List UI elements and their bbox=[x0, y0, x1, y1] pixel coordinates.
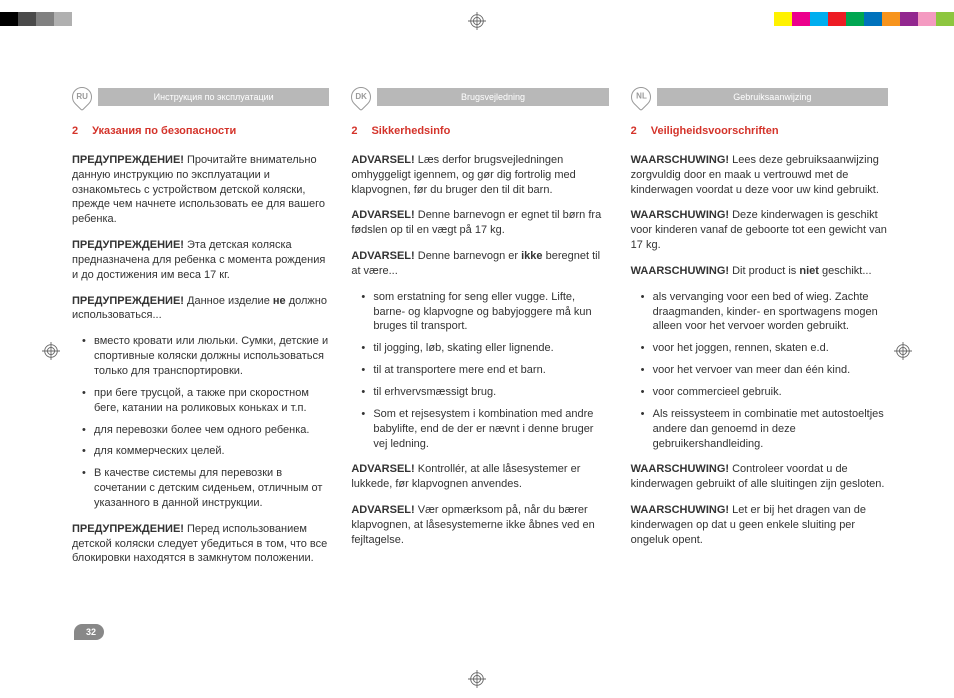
header-title: Gebruiksaanwijzing bbox=[657, 88, 888, 106]
lang-badge: RU bbox=[68, 83, 96, 111]
list-item: til at transportere mere end et barn. bbox=[361, 363, 608, 378]
paragraph: ПРЕДУПРЕЖДЕНИЕ! Данное изделие не должно… bbox=[72, 294, 329, 324]
registration-mark-icon bbox=[468, 670, 486, 688]
paragraph: ПРЕДУПРЕЖДЕНИЕ! Прочитайте внимательно д… bbox=[72, 153, 329, 227]
list-item: при беге трусцой, а также при скоростном… bbox=[82, 386, 329, 416]
header-bar: NLGebruiksaanwijzing bbox=[631, 88, 888, 106]
header-bar: RUИнструкция по эксплуатации bbox=[72, 88, 329, 106]
list-item: voor het joggen, rennen, skaten e.d. bbox=[641, 341, 888, 356]
bullet-list: als vervanging voor een bed of wieg. Zac… bbox=[641, 290, 888, 452]
registration-mark-icon bbox=[468, 12, 486, 30]
header-title: Brugsvejledning bbox=[377, 88, 608, 106]
list-item: для перевозки более чем одного ребенка. bbox=[82, 423, 329, 438]
list-item: som erstatning for seng eller vugge. Lif… bbox=[361, 290, 608, 335]
page-number: 32 bbox=[74, 624, 104, 640]
header-title: Инструкция по эксплуатации bbox=[98, 88, 329, 106]
color-bar-right bbox=[774, 12, 954, 26]
bullet-list: som erstatning for seng eller vugge. Lif… bbox=[361, 290, 608, 452]
section-title: 2Veiligheidsvoorschriften bbox=[631, 124, 888, 139]
list-item: Som et rejsesystem i kombination med and… bbox=[361, 407, 608, 452]
list-item: til jogging, løb, skating eller lignende… bbox=[361, 341, 608, 356]
paragraph: ADVARSEL! Kontrollér, at alle låsesystem… bbox=[351, 462, 608, 492]
lang-badge: NL bbox=[627, 83, 655, 111]
column-dk: DKBrugsvejledning 2Sikkerhedsinfo ADVARSEL… bbox=[351, 88, 608, 577]
content-area: RUИнструкция по эксплуатации 2Указания по… bbox=[72, 88, 888, 577]
registration-mark-icon bbox=[42, 342, 60, 360]
paragraph: ADVARSEL! Denne barnevogn er egnet til b… bbox=[351, 208, 608, 238]
paragraph: WAARSCHUWING! Let er bij het dragen van … bbox=[631, 503, 888, 548]
list-item: als vervanging voor een bed of wieg. Zac… bbox=[641, 290, 888, 335]
list-item: voor het vervoer van meer dan één kind. bbox=[641, 363, 888, 378]
bullet-list: вместо кровати или люльки. Сумки, детски… bbox=[82, 334, 329, 510]
list-item: til erhvervsmæssigt brug. bbox=[361, 385, 608, 400]
section-title: 2Указания по безопасности bbox=[72, 124, 329, 139]
paragraph: WAARSCHUWING! Controleer voordat u de ki… bbox=[631, 462, 888, 492]
paragraph: WAARSCHUWING! Dit product is niet geschi… bbox=[631, 264, 888, 279]
list-item: voor commercieel gebruik. bbox=[641, 385, 888, 400]
column-ru: RUИнструкция по эксплуатации 2Указания по… bbox=[72, 88, 329, 577]
paragraph: WAARSCHUWING! Deze kinderwagen is geschi… bbox=[631, 208, 888, 253]
paragraph: ПРЕДУПРЕЖДЕНИЕ! Эта детская коляска пред… bbox=[72, 238, 329, 283]
paragraph: ПРЕДУПРЕЖДЕНИЕ! Перед использованием дет… bbox=[72, 522, 329, 567]
paragraph: ADVARSEL! Læs derfor brugsvejledningen o… bbox=[351, 153, 608, 198]
list-item: для коммерческих целей. bbox=[82, 444, 329, 459]
paragraph: ADVARSEL! Denne barnevogn er ikke beregn… bbox=[351, 249, 608, 279]
section-title: 2Sikkerhedsinfo bbox=[351, 124, 608, 139]
list-item: Als reissysteem in combinatie met autost… bbox=[641, 407, 888, 452]
paragraph: WAARSCHUWING! Lees deze gebruiksaanwijzi… bbox=[631, 153, 888, 198]
column-nl: NLGebruiksaanwijzing 2Veiligheidsvoorschr… bbox=[631, 88, 888, 577]
paragraph: ADVARSEL! Vær opmærksom på, når du bærer… bbox=[351, 503, 608, 548]
header-bar: DKBrugsvejledning bbox=[351, 88, 608, 106]
list-item: В качестве системы для перевозки в сочет… bbox=[82, 466, 329, 511]
color-bar-left bbox=[0, 12, 90, 26]
lang-badge: DK bbox=[347, 83, 375, 111]
registration-mark-icon bbox=[894, 342, 912, 360]
list-item: вместо кровати или люльки. Сумки, детски… bbox=[82, 334, 329, 379]
